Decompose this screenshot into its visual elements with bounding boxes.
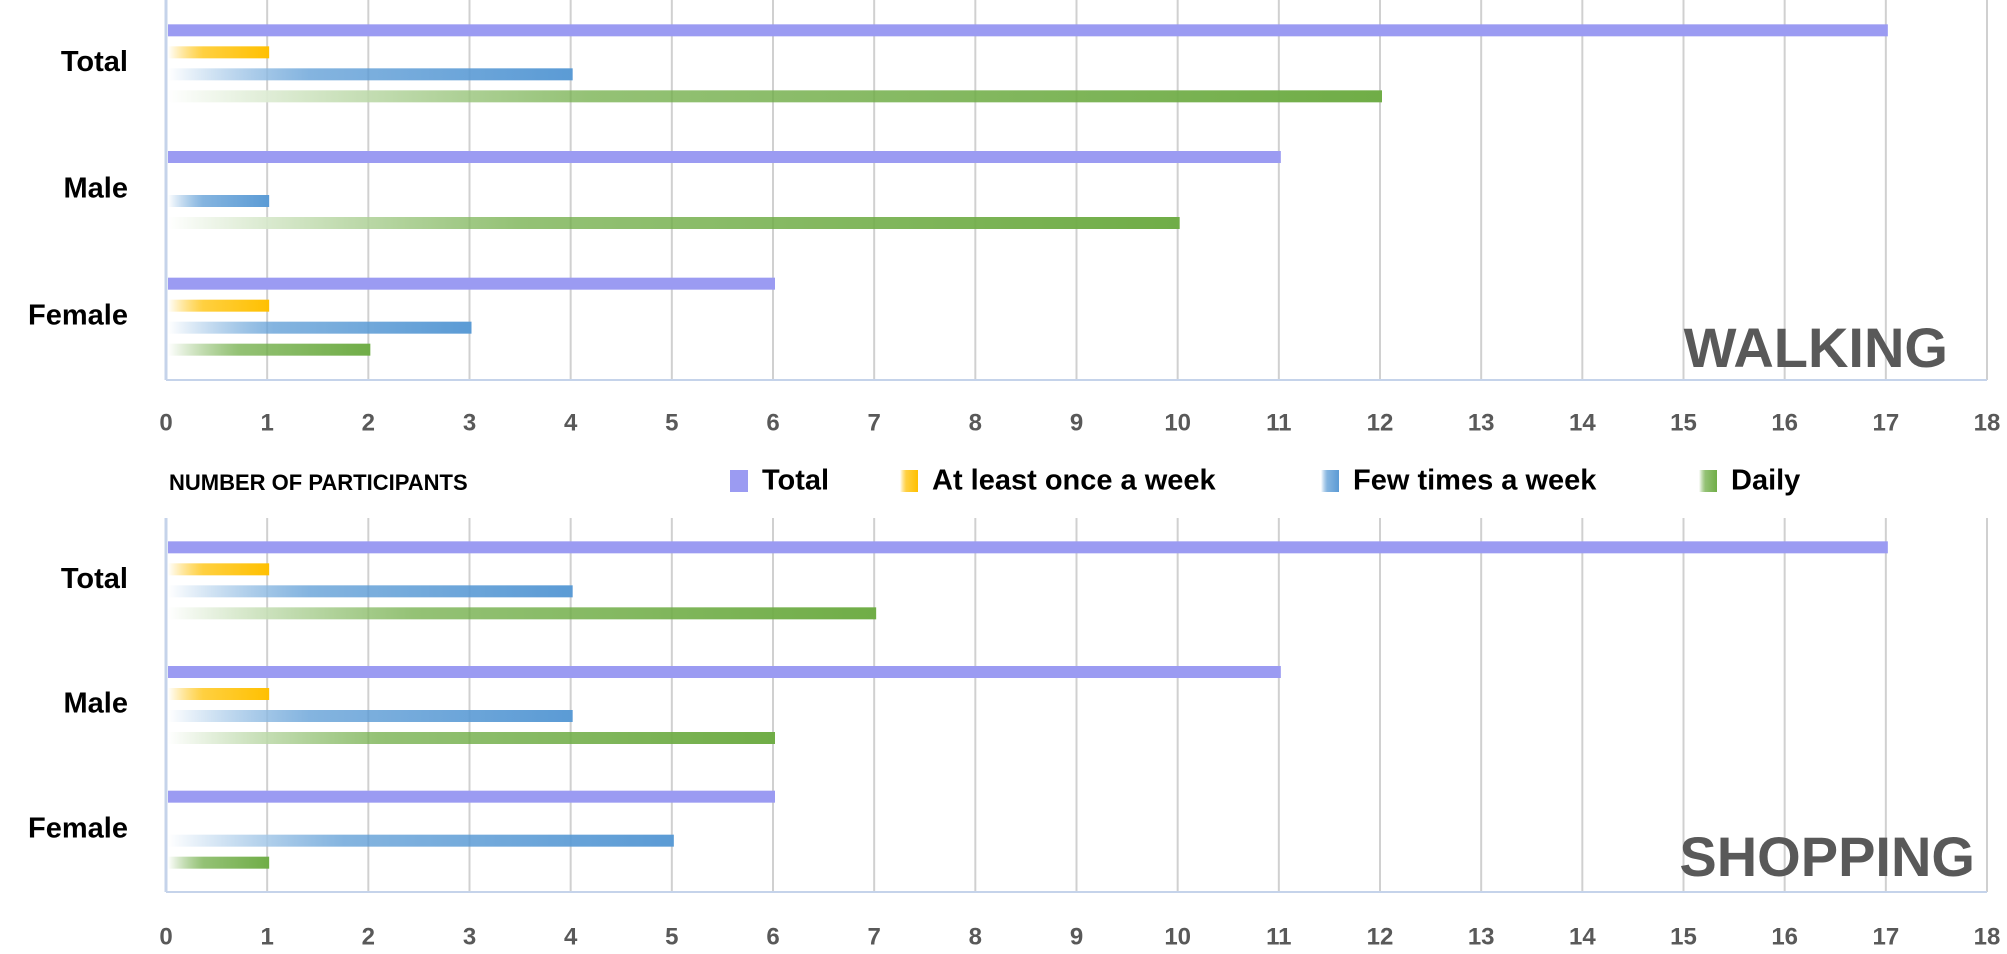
x-tick-label: 4 — [564, 923, 578, 950]
bar — [168, 834, 674, 847]
x-tick-label: 16 — [1771, 923, 1798, 950]
category-label: Total — [61, 563, 128, 595]
legend-swatch — [730, 470, 748, 492]
x-tick-label: 0 — [159, 409, 172, 436]
x-tick-label: 7 — [867, 923, 880, 950]
x-tick-label: 1 — [260, 409, 273, 436]
legend-swatch — [1321, 470, 1339, 492]
x-tick-label: 9 — [1070, 923, 1083, 950]
category-label: Total — [61, 46, 128, 78]
bar — [168, 217, 1180, 229]
category-label: Male — [64, 688, 128, 720]
x-tick-label: 13 — [1468, 409, 1495, 436]
x-tick-label: 8 — [969, 409, 982, 436]
x-tick-label: 7 — [867, 409, 880, 436]
bar — [168, 856, 270, 869]
bar — [168, 24, 1888, 37]
bar — [168, 90, 1382, 103]
x-tick-label: 12 — [1367, 923, 1394, 950]
bar — [168, 299, 270, 312]
x-tick-label: 10 — [1164, 409, 1191, 436]
x-tick-label: 18 — [1974, 409, 2001, 436]
x-tick-label: 13 — [1468, 923, 1495, 950]
x-tick-label: 3 — [463, 409, 476, 436]
x-tick-label: 15 — [1670, 409, 1697, 436]
bar — [168, 46, 270, 59]
x-tick-label: 4 — [564, 409, 578, 436]
bar — [168, 666, 1281, 678]
legend-label: Total — [762, 465, 829, 497]
bar — [168, 790, 775, 803]
x-tick-label: 17 — [1872, 409, 1899, 436]
bar — [168, 151, 1281, 163]
x-tick-label: 1 — [260, 923, 273, 950]
x-tick-label: 0 — [159, 923, 172, 950]
bar — [168, 277, 775, 290]
bar — [168, 68, 573, 81]
x-tick-label: 9 — [1070, 409, 1083, 436]
x-tick-label: 14 — [1569, 923, 1596, 950]
x-tick-label: 5 — [665, 409, 678, 436]
legend-swatch — [1699, 470, 1717, 492]
x-tick-label: 16 — [1771, 409, 1798, 436]
x-tick-label: 12 — [1367, 409, 1394, 436]
x-tick-label: 17 — [1872, 923, 1899, 950]
x-tick-label: 2 — [362, 923, 375, 950]
annotation: SHOPPING — [1679, 825, 1975, 888]
bar — [168, 710, 573, 722]
legend-label: Daily — [1731, 465, 1800, 497]
x-tick-label: 8 — [969, 923, 982, 950]
x-tick-label: 2 — [362, 409, 375, 436]
bar — [168, 321, 472, 334]
category-label: Female — [28, 812, 128, 844]
bar — [168, 343, 371, 356]
bar — [168, 195, 270, 207]
bar — [168, 732, 775, 744]
category-label: Female — [28, 299, 128, 331]
bar — [168, 541, 1888, 554]
x-tick-label: 11 — [1266, 409, 1291, 436]
x-tick-label: 14 — [1569, 409, 1596, 436]
x-tick-label: 6 — [766, 923, 779, 950]
x-tick-label: 10 — [1164, 923, 1191, 950]
x-tick-label: 3 — [463, 923, 476, 950]
x-axis-label: NUMBER OF PARTICIPANTS — [169, 470, 468, 495]
bar — [168, 585, 573, 598]
x-tick-label: 11 — [1266, 923, 1291, 950]
category-label: Male — [64, 173, 128, 205]
legend-swatch — [900, 470, 918, 492]
bar — [168, 563, 270, 576]
bar — [168, 688, 270, 700]
legend-label: At least once a week — [932, 465, 1217, 497]
x-tick-label: 6 — [766, 409, 779, 436]
x-tick-label: 15 — [1670, 923, 1697, 950]
legend-label: Few times a week — [1353, 465, 1597, 497]
bar — [168, 607, 877, 620]
x-tick-label: 18 — [1974, 923, 2001, 950]
x-tick-label: 5 — [665, 923, 678, 950]
annotation: WALKING — [1684, 316, 1948, 379]
